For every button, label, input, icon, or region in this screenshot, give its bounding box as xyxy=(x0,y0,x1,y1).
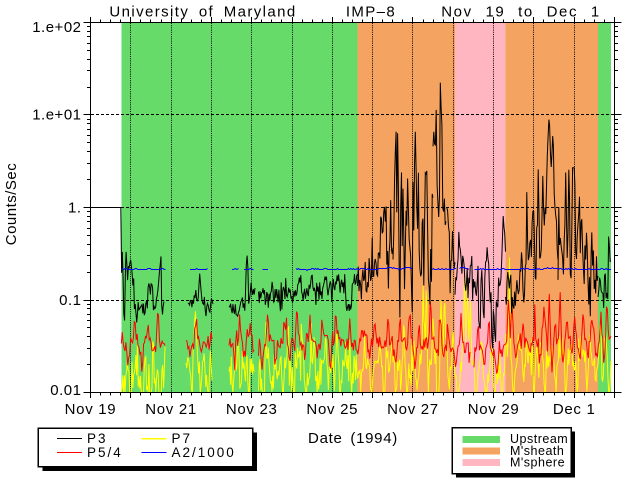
svg-text:University of Maryland: University of Maryland xyxy=(109,4,296,21)
svg-text:Nov 23: Nov 23 xyxy=(226,401,278,418)
svg-text:Nov 25: Nov 25 xyxy=(306,401,358,418)
svg-text:Nov 29: Nov 29 xyxy=(468,401,520,418)
svg-text:Nov 19: Nov 19 xyxy=(65,401,117,418)
svg-text:A2/1000: A2/1000 xyxy=(172,445,236,460)
svg-text:Dec 1: Dec 1 xyxy=(553,401,596,418)
svg-text:M'sheath: M'sheath xyxy=(510,444,564,458)
svg-text:Nov 21: Nov 21 xyxy=(145,401,197,418)
svg-text:P7: P7 xyxy=(172,431,193,446)
svg-text:1.e+01: 1.e+01 xyxy=(32,107,81,124)
svg-text:Upstream: Upstream xyxy=(510,432,568,446)
svg-text:1.: 1. xyxy=(68,200,82,217)
svg-text:1.e+02: 1.e+02 xyxy=(32,19,81,36)
svg-text:0.1: 0.1 xyxy=(59,292,81,309)
svg-text:0.01: 0.01 xyxy=(50,382,81,399)
svg-text:Nov 19 to Dec 1: Nov 19 to Dec 1 xyxy=(441,4,601,21)
svg-text:P3: P3 xyxy=(87,431,108,446)
svg-text:Counts/Sec: Counts/Sec xyxy=(3,163,20,246)
svg-text:Nov 27: Nov 27 xyxy=(387,401,439,418)
svg-text:IMP–8: IMP–8 xyxy=(346,4,396,21)
svg-text:M'sphere: M'sphere xyxy=(510,456,565,470)
svg-text:P5/4: P5/4 xyxy=(87,445,123,460)
svg-text:Date (1994): Date (1994) xyxy=(308,430,398,447)
